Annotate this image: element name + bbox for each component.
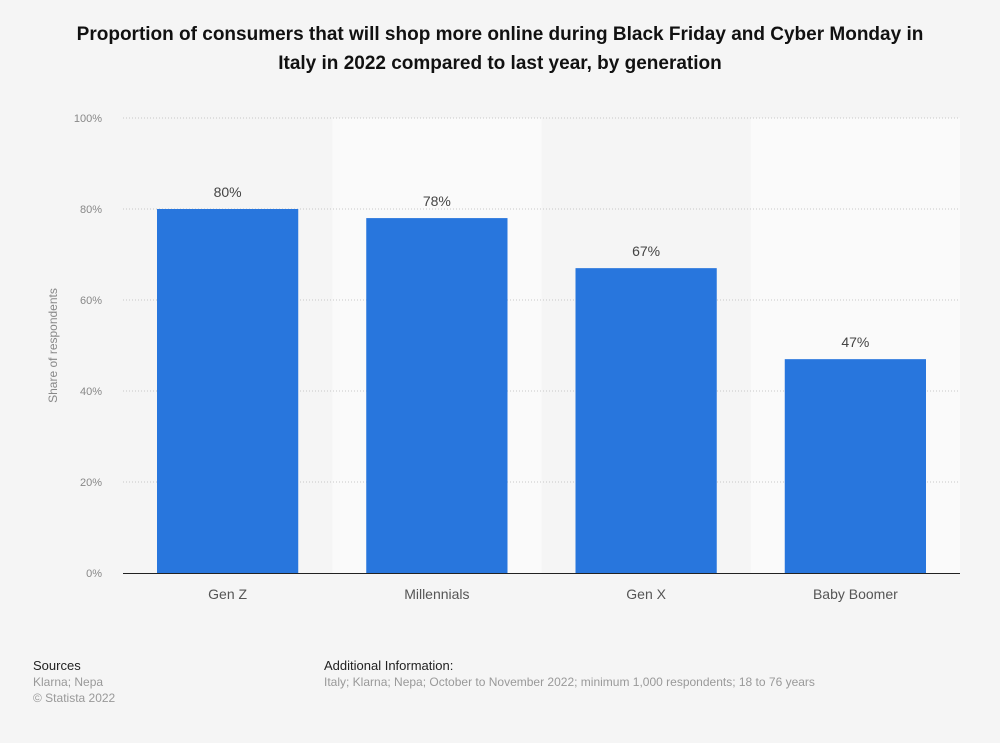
y-tick-label: 20%: [80, 477, 102, 489]
additional-info-text: Italy; Klarna; Nepa; October to November…: [324, 675, 815, 689]
chart-title: Proportion of consumers that will shop m…: [76, 24, 924, 74]
sources-heading: Sources: [33, 658, 81, 673]
additional-info-block: Additional Information: Italy; Klarna; N…: [324, 658, 815, 690]
data-label: 80%: [214, 184, 242, 200]
bar-gen-z: [157, 209, 299, 573]
sources-text: Klarna; Nepa: [33, 675, 104, 689]
data-label: 67%: [632, 243, 660, 259]
bar-millennials: [366, 218, 508, 573]
data-label: 47%: [841, 334, 869, 350]
x-tick-label: Millennials: [404, 586, 469, 602]
data-label: 78%: [423, 193, 451, 209]
y-tick-label: 0%: [86, 568, 102, 580]
bar-chart: 0% 20% 40% 60% 80% 100% Share of respondents 80…: [46, 113, 960, 602]
x-tick-label: Gen X: [626, 586, 666, 602]
y-tick-label: 100%: [74, 113, 102, 125]
x-tick-label: Gen Z: [208, 586, 247, 602]
sources-block: Sources Klarna; Nepa © Statista 2022: [33, 658, 115, 706]
x-tick-label: Baby Boomer: [813, 586, 898, 602]
y-tick-label: 40%: [80, 386, 102, 398]
copyright-text: © Statista 2022: [33, 691, 116, 705]
y-tick-label: 80%: [80, 204, 102, 216]
bar-gen-x: [575, 268, 717, 573]
additional-info-heading: Additional Information:: [324, 658, 454, 673]
y-axis-label: Share of respondents: [46, 288, 60, 403]
bar-baby-boomer: [784, 359, 926, 573]
y-tick-label: 60%: [80, 295, 102, 307]
